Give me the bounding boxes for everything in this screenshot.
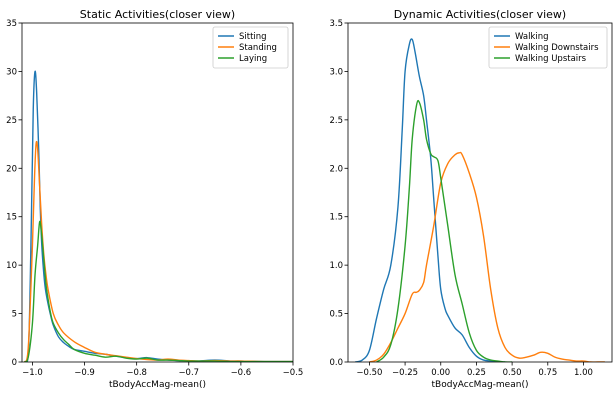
y-tick-label: 10 xyxy=(6,261,17,271)
legend-box xyxy=(488,26,608,69)
series-lines xyxy=(354,38,605,362)
x-tick-label: −0.6 xyxy=(231,368,252,378)
x-tick-label: 0.25 xyxy=(467,368,486,378)
y-tick-label: 1.5 xyxy=(329,213,343,223)
y-tick-label: 1.0 xyxy=(329,261,343,271)
legend-entry: Laying xyxy=(239,54,267,64)
x-tick-label: −0.25 xyxy=(392,368,418,378)
axes-frame xyxy=(21,22,294,363)
axes-frame xyxy=(347,22,613,363)
y-tick-label: 3.5 xyxy=(329,19,343,29)
legend-entry: Standing xyxy=(239,43,277,53)
y-tick-label: 30 xyxy=(6,67,17,77)
y-tick-label: 2.0 xyxy=(329,164,343,174)
y-tick-label: 35 xyxy=(6,19,17,29)
x-tick-label: −0.8 xyxy=(126,368,147,378)
x-axis-label: tBodyAccMag-mean() xyxy=(109,380,206,390)
series-line-sitting xyxy=(23,70,293,362)
series-line-laying xyxy=(24,220,293,362)
legend-entry: Walking xyxy=(515,32,549,42)
x-tick-label: 1.00 xyxy=(574,368,593,378)
series-line-walking xyxy=(354,38,505,362)
y-tick-label: 0.5 xyxy=(329,310,343,320)
x-tick-label: −1.0 xyxy=(22,368,43,378)
y-tick-label: 20 xyxy=(6,164,17,174)
x-tick-label: 0.50 xyxy=(503,368,522,378)
y-tick-label: 0 xyxy=(12,358,17,368)
x-tick-label: −0.5 xyxy=(283,368,304,378)
x-axis-label: tBodyAccMag-mean() xyxy=(432,380,529,390)
chart-title: Static Activities(closer view) xyxy=(80,8,235,21)
y-tick-label: 3.0 xyxy=(329,67,343,77)
series-lines xyxy=(23,70,293,362)
y-tick-label: 5 xyxy=(12,310,17,320)
chart-1: Static Activities(closer view) −1.0 −0.9 −0… xyxy=(6,8,303,390)
y-tick-label: 0.0 xyxy=(329,358,343,368)
series-line-standing xyxy=(23,140,293,362)
x-tick-label: 0.00 xyxy=(431,368,450,378)
series-line-walking-upstairs xyxy=(376,99,513,362)
y-tick-label: 25 xyxy=(6,116,17,126)
series-line-walking-downstairs xyxy=(369,151,605,362)
x-tick-label: −0.7 xyxy=(178,368,199,378)
y-tick-label: 2.5 xyxy=(329,116,343,126)
y-tick-label: 15 xyxy=(6,213,17,223)
legend-entry: Walking Downstairs xyxy=(515,43,599,53)
x-tick-label: 0.75 xyxy=(538,368,557,378)
x-tick-label: −0.9 xyxy=(74,368,95,378)
chart-2: Dynamic Activities(closer view) −0.50 −0.2… xyxy=(329,8,613,390)
x-tick-label: −0.50 xyxy=(356,368,382,378)
chart-title: Dynamic Activities(closer view) xyxy=(394,8,566,21)
legend-entry: Sitting xyxy=(239,32,267,42)
legend-entry: Walking Upstairs xyxy=(515,54,587,64)
